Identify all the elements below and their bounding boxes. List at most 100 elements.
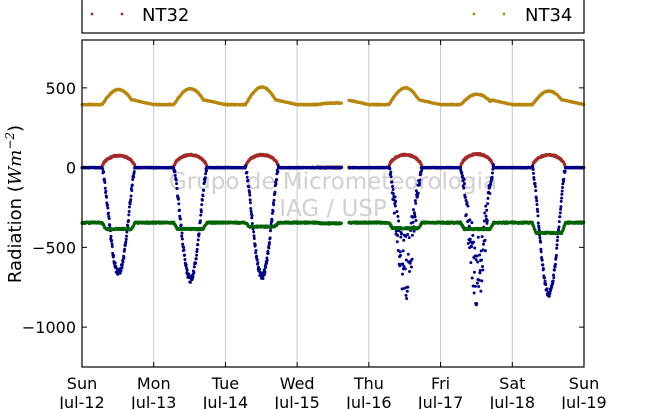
data-point (542, 276, 546, 280)
data-point (561, 186, 565, 190)
data-point (196, 243, 200, 247)
data-point (394, 229, 398, 233)
data-point (172, 166, 176, 170)
data-point (405, 289, 409, 293)
data-point (184, 263, 188, 267)
data-point (248, 201, 252, 205)
data-point (204, 172, 208, 176)
data-point (106, 211, 110, 215)
data-point (122, 256, 126, 260)
data-point (470, 245, 474, 249)
data-point (389, 175, 393, 179)
data-point (552, 268, 556, 272)
data-point (268, 236, 272, 240)
data-point (395, 210, 399, 214)
data-point (263, 270, 267, 274)
data-point (544, 283, 548, 287)
data-point (180, 237, 184, 241)
data-point (120, 263, 124, 267)
data-point (555, 243, 559, 247)
data-point (389, 170, 393, 174)
data-point (175, 186, 179, 190)
data-point (105, 203, 109, 207)
data-point (411, 220, 415, 224)
data-point (557, 220, 561, 224)
data-point (471, 240, 475, 244)
data-point (173, 174, 177, 178)
data-point (188, 280, 192, 284)
data-point (468, 218, 472, 222)
data-point (132, 170, 136, 174)
data-point (479, 289, 483, 293)
data-point (394, 199, 398, 203)
data-point (107, 216, 111, 220)
data-point (388, 167, 392, 171)
data-point (459, 166, 463, 170)
data-point (490, 175, 494, 179)
data-point (272, 198, 276, 202)
data-point (411, 215, 415, 219)
data-point (545, 287, 549, 291)
data-point (472, 291, 476, 295)
data-point (531, 168, 535, 172)
data-point (399, 253, 403, 257)
data-point (551, 282, 555, 286)
data-point (396, 233, 400, 237)
data-point (468, 237, 472, 241)
series-unlabeled-2 (80, 163, 586, 307)
data-point (267, 246, 271, 250)
data-point (202, 188, 206, 192)
data-point (124, 240, 128, 244)
data-point (275, 177, 279, 181)
data-point (462, 186, 466, 190)
data-point (552, 276, 556, 280)
data-point (252, 237, 256, 241)
data-point (404, 293, 408, 297)
data-point (535, 203, 539, 207)
data-point (408, 270, 412, 274)
series-NT34 (80, 85, 586, 107)
data-point (250, 214, 254, 218)
data-point (201, 194, 205, 198)
data-point (403, 267, 407, 271)
data-point (250, 221, 254, 225)
data-point (561, 182, 565, 186)
data-point (418, 181, 422, 185)
data-point (408, 261, 412, 265)
legend-marker (90, 12, 94, 16)
data-point (474, 258, 478, 262)
data-point (537, 226, 541, 230)
legend-label: NT34 (525, 5, 572, 26)
data-point (488, 192, 492, 196)
data-point (180, 231, 184, 235)
data-point (414, 219, 418, 223)
data-point (129, 198, 133, 202)
data-point (265, 256, 269, 260)
data-point (404, 234, 408, 238)
data-point (397, 219, 401, 223)
data-point (104, 189, 108, 193)
data-point (124, 237, 128, 241)
data-point (196, 238, 200, 242)
data-point (249, 209, 253, 213)
data-point (535, 199, 539, 203)
data-point (416, 194, 420, 198)
data-point (475, 254, 479, 258)
data-point (539, 240, 543, 244)
data-point (103, 181, 107, 185)
data-point (470, 221, 474, 225)
legend-label: NT32 (142, 5, 189, 26)
data-point (553, 262, 557, 266)
data-point (413, 215, 417, 219)
data-point (130, 189, 134, 193)
data-point (486, 202, 490, 206)
data-point (197, 232, 201, 236)
data-point (173, 170, 177, 174)
data-point (478, 271, 482, 275)
data-point (532, 178, 536, 182)
data-point (393, 204, 397, 208)
data-point (396, 214, 400, 218)
data-point (178, 217, 182, 221)
data-point (254, 249, 258, 253)
data-point (560, 192, 564, 196)
